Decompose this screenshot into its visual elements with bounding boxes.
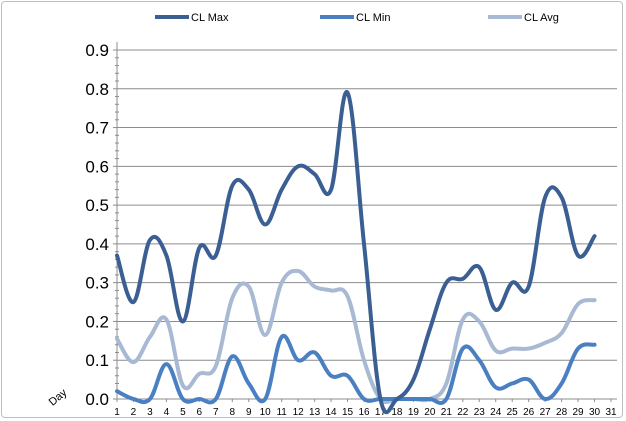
x-tick-label: 8 <box>229 407 235 418</box>
x-tick-label: 28 <box>556 407 568 418</box>
x-tick-label: 5 <box>180 407 186 418</box>
x-tick-label: 22 <box>457 407 469 418</box>
y-tick-label: 0.4 <box>85 235 109 254</box>
y-tick-label: 0.6 <box>85 157 109 176</box>
series-line-cl-min <box>115 333 597 405</box>
x-tick-label: 29 <box>573 407 585 418</box>
legend: CL Max CL Min CL Avg <box>155 12 559 24</box>
series-lines <box>115 90 597 415</box>
gridlines <box>117 49 617 361</box>
x-tick-label: 24 <box>490 407 502 418</box>
x-tick-label: 13 <box>309 407 321 418</box>
x-tick-label: 7 <box>213 407 219 418</box>
series-line-cl-avg <box>115 268 597 405</box>
x-tick-label: 26 <box>523 407 535 418</box>
legend-label: CL Avg <box>524 12 559 24</box>
x-tick-label: 23 <box>474 407 486 418</box>
y-tick-label: 0.1 <box>85 351 109 370</box>
x-tick-label: 16 <box>358 407 370 418</box>
y-tick-label: 0.3 <box>85 274 109 293</box>
y-tick-label: 0.9 <box>85 41 109 60</box>
x-tick-label: 27 <box>540 407 552 418</box>
y-tick-label: 0.5 <box>85 196 109 215</box>
x-tick-label: 4 <box>164 407 170 418</box>
x-tick-label: 19 <box>408 407 420 418</box>
x-tick-label: 6 <box>197 407 203 418</box>
series-line-cl-max <box>115 90 597 415</box>
x-tick-label: 11 <box>276 407 287 418</box>
legend-label: CL Max <box>191 12 229 24</box>
x-tick-label: 17 <box>375 407 387 418</box>
y-tick-label: 0.0 <box>85 390 109 409</box>
y-tick-label: 0.7 <box>85 119 109 138</box>
x-tick-label: 12 <box>293 407 305 418</box>
x-tick-label: 30 <box>589 407 601 418</box>
x-tick-label: 20 <box>424 407 436 418</box>
y-ticks: 0.0 0.1 0.2 0.3 0.4 0.5 0.6 0.7 0.8 0.9 <box>85 41 119 409</box>
x-tick-label: 2 <box>131 407 137 418</box>
x-tick-label: 18 <box>391 407 403 418</box>
x-tick-label: 31 <box>605 407 617 418</box>
x-tick-label: 25 <box>507 407 519 418</box>
x-tick-label: 15 <box>342 407 354 418</box>
y-tick-label: 0.8 <box>85 80 109 99</box>
x-tick-label: 1 <box>114 407 120 418</box>
x-ticks: 1 2 3 4 5 6 7 8 9 10 11 12 13 14 15 16 17 18 19 20 21 22 23 24 2… <box>114 399 617 418</box>
x-tick-label: 9 <box>246 407 252 418</box>
y-tick-label: 0.2 <box>85 312 109 331</box>
legend-label: CL Min <box>356 12 390 24</box>
x-tick-label: 21 <box>441 407 453 418</box>
x-axis-title: Day <box>47 386 70 408</box>
x-tick-label: 14 <box>326 407 338 418</box>
x-tick-label: 3 <box>147 407 153 418</box>
x-tick-label: 10 <box>260 407 272 418</box>
